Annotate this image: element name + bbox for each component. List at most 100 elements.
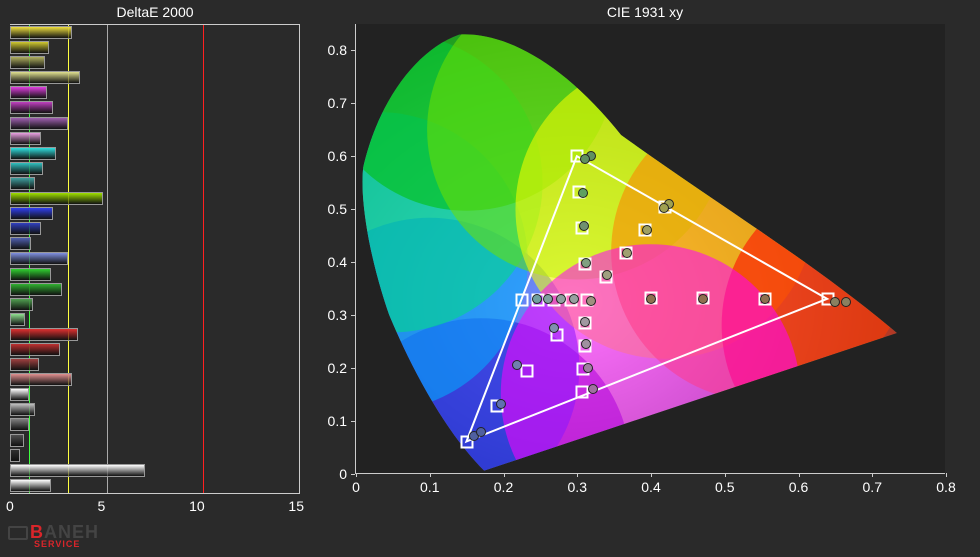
deltae-title: DeltaE 2000 [0, 0, 310, 24]
measured-marker [580, 317, 590, 327]
cie-panel: CIE 1931 xy 00.10.20.30.40.50.60.70.8 00… [310, 0, 980, 557]
measured-marker [556, 294, 566, 304]
deltae-bar-row [10, 40, 299, 55]
deltae-bar [10, 388, 29, 401]
deltae-bar-row [10, 372, 299, 387]
deltae-bar [10, 41, 49, 54]
deltae-bar [10, 479, 51, 492]
deltae-panel: DeltaE 2000 051015 BANEH SERVICE [0, 0, 310, 557]
deltae-bar [10, 222, 41, 235]
measured-marker [622, 248, 632, 258]
deltae-bar-row [10, 25, 299, 40]
measured-marker [532, 294, 542, 304]
deltae-bar [10, 207, 53, 220]
deltae-xtick: 5 [98, 498, 106, 514]
measured-marker [569, 294, 579, 304]
deltae-bar [10, 449, 20, 462]
deltae-bar [10, 403, 35, 416]
deltae-xtick: 0 [6, 498, 14, 514]
deltae-bar [10, 147, 56, 160]
measured-marker [581, 258, 591, 268]
deltae-bar [10, 434, 24, 447]
cie-ytick: 0.2 [315, 360, 351, 376]
deltae-bar [10, 464, 145, 477]
measured-marker [588, 384, 598, 394]
deltae-bar [10, 177, 35, 190]
measured-marker [760, 294, 770, 304]
measured-marker [586, 296, 596, 306]
deltae-bar [10, 313, 25, 326]
deltae-bar [10, 101, 53, 114]
deltae-bar [10, 358, 39, 371]
deltae-bar-row [10, 116, 299, 131]
target-marker [521, 364, 534, 377]
deltae-bar-row [10, 161, 299, 176]
measured-marker [579, 221, 589, 231]
deltae-bar-row [10, 267, 299, 282]
deltae-bar-row [10, 100, 299, 115]
measured-marker [602, 270, 612, 280]
target-marker [515, 293, 528, 306]
deltae-bar-row [10, 70, 299, 85]
measured-marker [841, 297, 851, 307]
measured-marker [642, 225, 652, 235]
deltae-bar [10, 162, 43, 175]
deltae-bar [10, 252, 68, 265]
cie-ytick: 0 [315, 466, 351, 482]
deltae-bar-row [10, 327, 299, 342]
deltae-bar-row [10, 417, 299, 432]
deltae-bar-row [10, 176, 299, 191]
deltae-bar [10, 26, 72, 39]
measured-marker [476, 427, 486, 437]
deltae-bar-row [10, 342, 299, 357]
cie-xtick: 0.5 [715, 479, 734, 495]
deltae-bar-row [10, 297, 299, 312]
deltae-bar-row [10, 478, 299, 493]
cie-xtick: 0 [352, 479, 360, 495]
deltae-bar [10, 343, 60, 356]
spectral-locus [356, 24, 945, 473]
cie-xtick: 0.7 [863, 479, 882, 495]
deltae-bar [10, 298, 33, 311]
deltae-bar [10, 237, 31, 250]
measured-marker [578, 188, 588, 198]
measured-marker [581, 339, 591, 349]
deltae-chart [10, 24, 300, 494]
deltae-bar-row [10, 55, 299, 70]
cart-icon [8, 526, 28, 540]
deltae-bar-row [10, 463, 299, 478]
measured-marker [830, 297, 840, 307]
deltae-bar [10, 418, 29, 431]
cie-xtick: 0.6 [789, 479, 808, 495]
deltae-bar-row [10, 131, 299, 146]
deltae-bar [10, 56, 45, 69]
cie-xtick: 0.4 [641, 479, 660, 495]
cie-xtick: 0.2 [494, 479, 513, 495]
deltae-bar [10, 132, 41, 145]
cie-xtick: 0.3 [568, 479, 587, 495]
measured-marker [543, 294, 553, 304]
cie-ytick: 0.3 [315, 307, 351, 323]
deltae-bar-row [10, 433, 299, 448]
cie-title: CIE 1931 xy [310, 0, 980, 24]
deltae-bar [10, 283, 62, 296]
deltae-bar [10, 268, 51, 281]
deltae-bar [10, 71, 80, 84]
deltae-bar [10, 328, 78, 341]
measured-marker [512, 360, 522, 370]
deltae-xtick: 15 [288, 498, 304, 514]
cie-ytick: 0.7 [315, 95, 351, 111]
cie-xtick: 0.8 [936, 479, 955, 495]
cie-ytick: 0.5 [315, 201, 351, 217]
cie-ytick: 0.8 [315, 42, 351, 58]
deltae-bar-row [10, 236, 299, 251]
cie-chart: 00.10.20.30.40.50.60.70.8 00.10.20.30.40… [315, 24, 960, 504]
deltae-bar-row [10, 312, 299, 327]
measured-marker [583, 363, 593, 373]
deltae-bar-row [10, 251, 299, 266]
target-marker [576, 385, 589, 398]
cie-ytick: 0.6 [315, 148, 351, 164]
deltae-bar [10, 373, 72, 386]
measured-marker [646, 294, 656, 304]
watermark: BANEH SERVICE [8, 522, 99, 549]
